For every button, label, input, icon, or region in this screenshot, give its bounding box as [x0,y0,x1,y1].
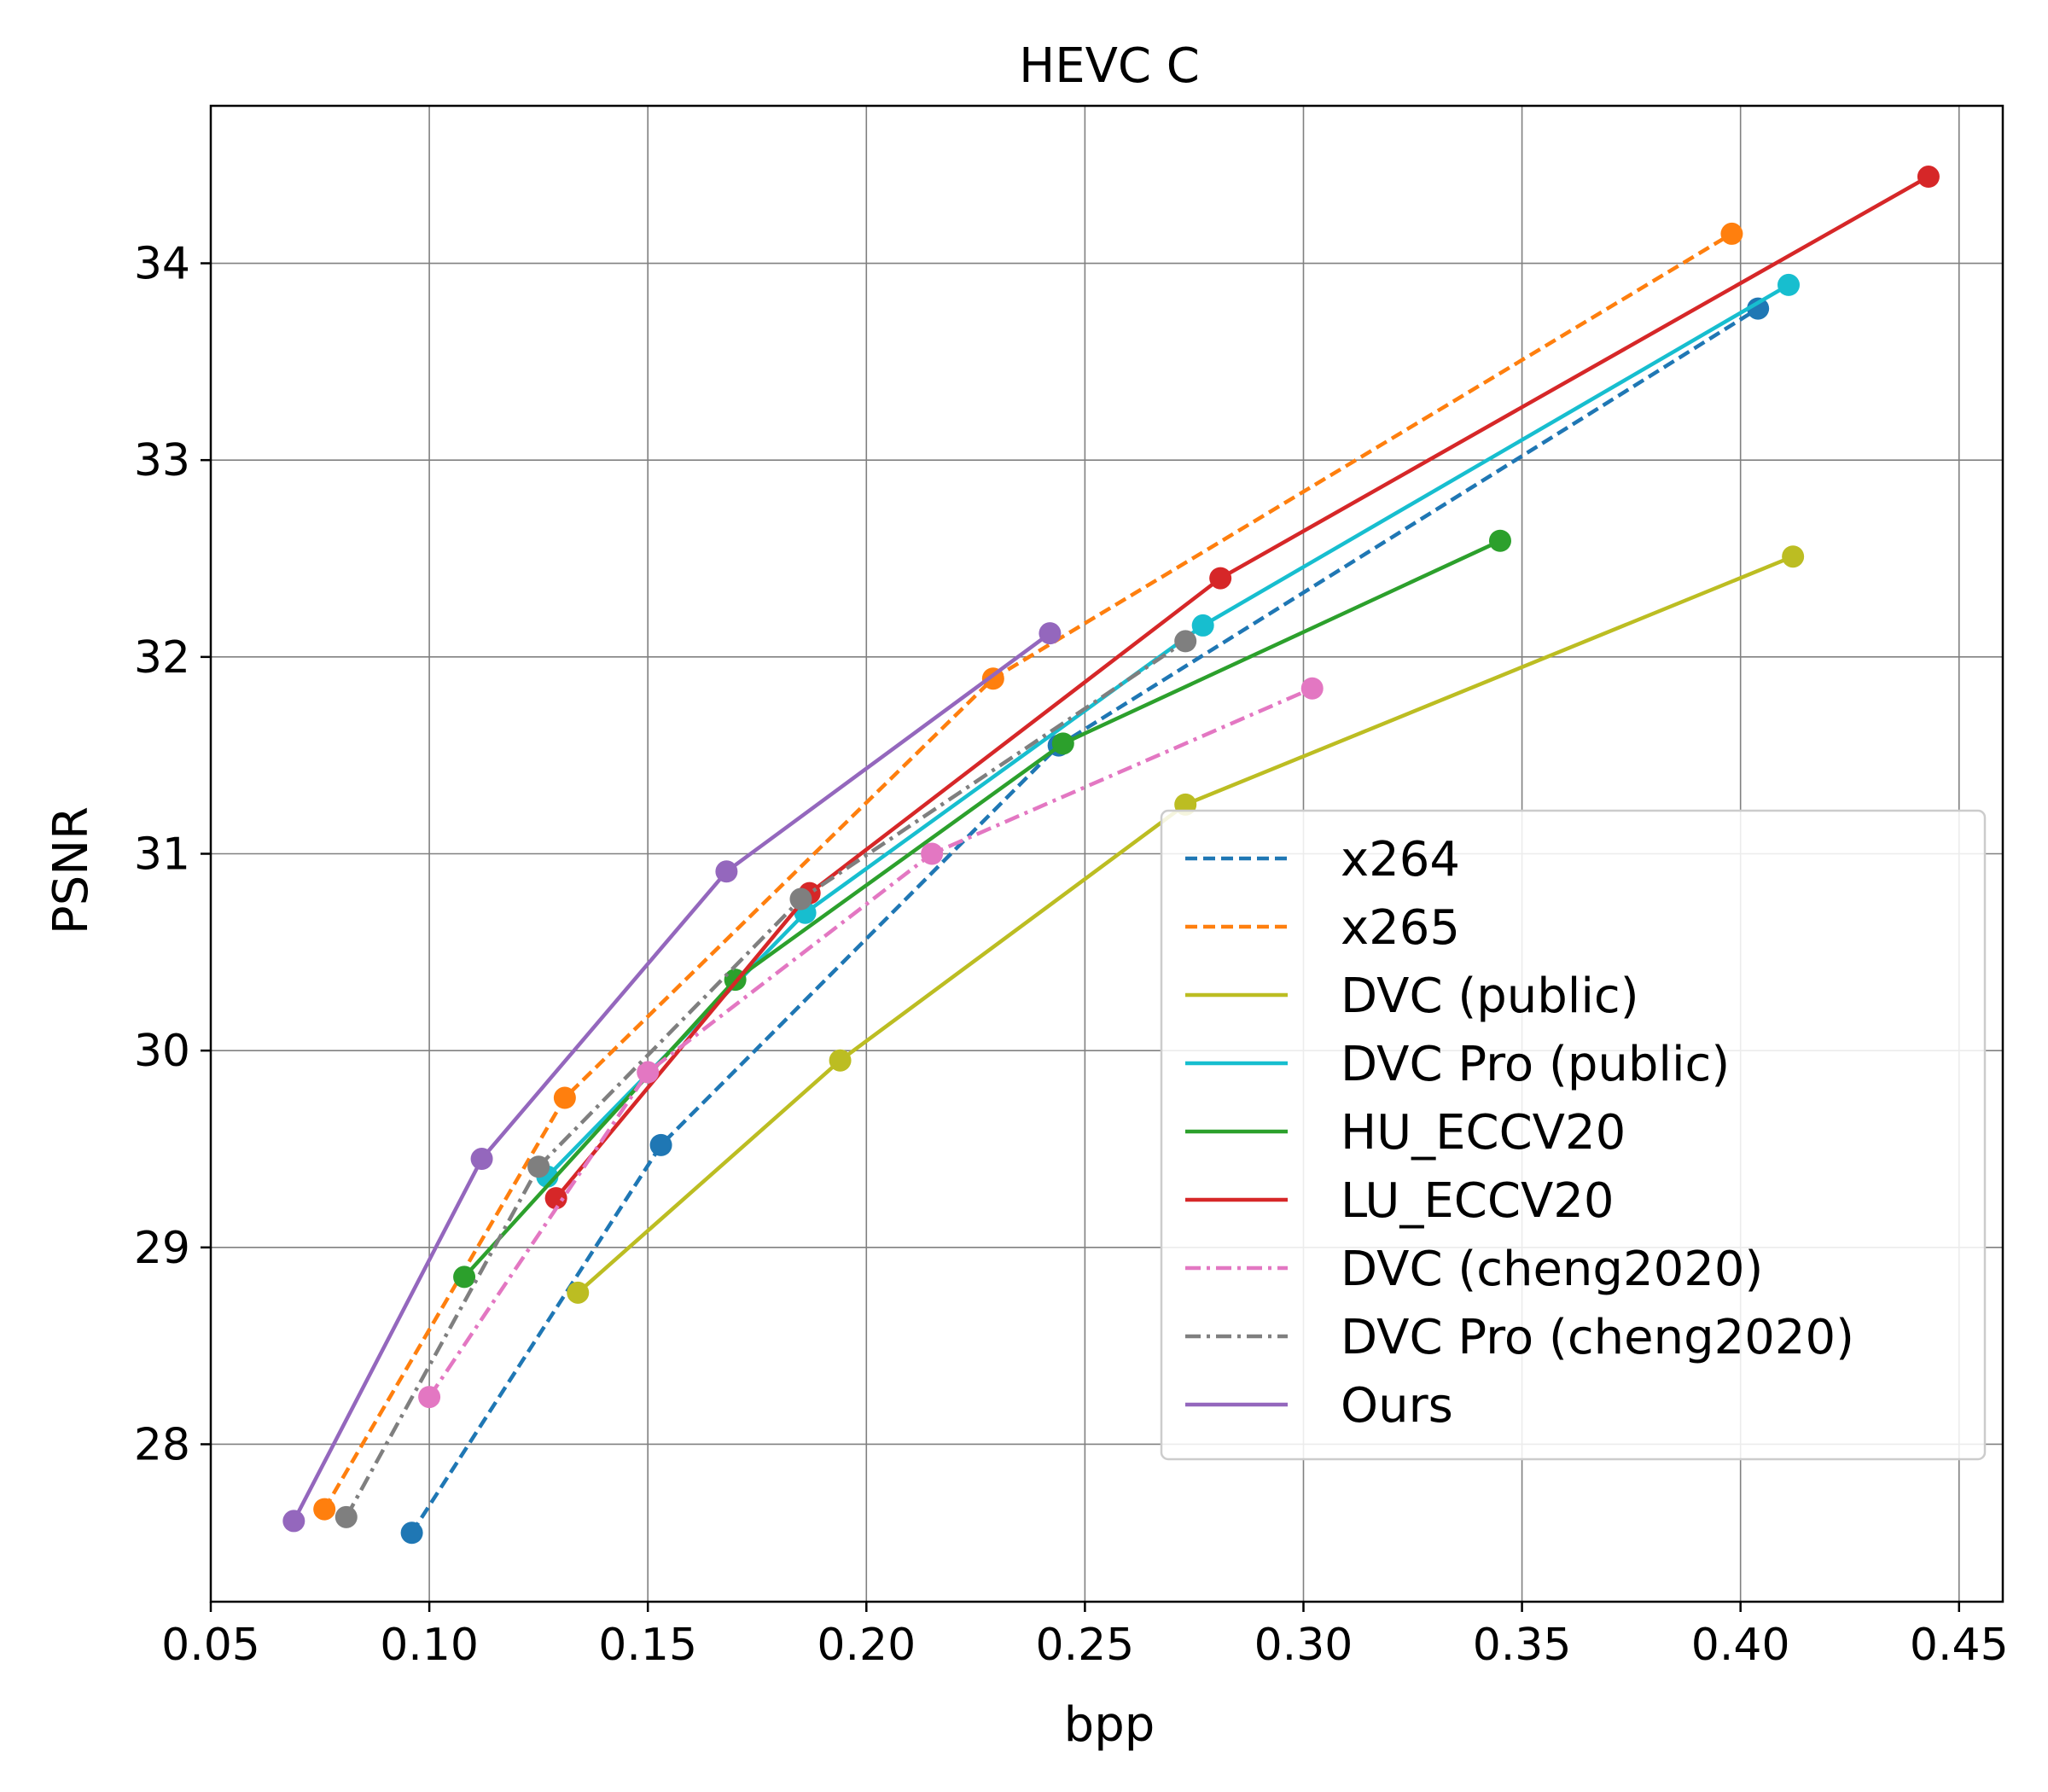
series-dvc-public [567,545,1805,1304]
y-tick-label: 31 [134,829,190,881]
y-tick-label: 32 [134,632,190,684]
legend-box [1160,809,1987,1461]
data-point-dvc-pro-cheng2020 [527,1155,550,1178]
x-tick-label: 0.25 [1035,1620,1134,1671]
data-point-lu-eccv20 [1917,166,1940,189]
data-point-x264 [1747,297,1770,320]
legend-label-lu-eccv20: LU_ECCV20 [1341,1173,1615,1229]
x-axis-label: bpp [1064,1697,1155,1753]
data-point-ours [1039,622,1062,645]
series-line-dvc-pro-cheng2020 [344,639,1187,1518]
data-point-hu-eccv20 [1051,732,1074,755]
data-point-x264 [649,1133,672,1156]
series-line-hu-eccv20 [463,538,1501,1278]
data-point-x265 [1720,222,1743,245]
x-tick-label: 0.40 [1691,1620,1790,1671]
legend-label-dvc-public: DVC (public) [1341,969,1639,1024]
data-point-dvc-cheng2020 [637,1061,660,1084]
series-line-dvc-cheng2020 [428,686,1313,1399]
legend-label-dvc-pro-cheng2020: DVC Pro (cheng2020) [1341,1310,1854,1365]
data-point-ours [282,1510,305,1533]
y-tick-label: 30 [134,1026,190,1077]
data-point-dvc-pro-public [1191,614,1214,637]
data-point-dvc-pro-public [1777,273,1801,296]
series-layer [282,166,1940,1545]
y-tick-label: 28 [134,1419,190,1470]
data-point-dvc-cheng2020 [1300,677,1324,700]
ticks: 0.05 0.10 0.15 0.20 0.25 0.30 0.35 0.40 0.45 28 29… [134,239,2009,1671]
legend-label-dvc-pro-public: DVC Pro (public) [1341,1037,1730,1092]
series-x265 [313,222,1743,1521]
data-point-hu-eccv20 [453,1265,476,1289]
legend-label-hu-eccv20: HU_ECCV20 [1341,1105,1626,1161]
series-line-dvc-public [576,555,1794,1295]
chart-title: HEVC C [1019,38,1200,94]
data-point-dvc-pro-cheng2020 [789,887,812,911]
data-point-hu-eccv20 [1488,529,1511,552]
x-tick-label: 0.35 [1473,1620,1572,1671]
data-point-ours [715,860,738,883]
data-point-x265 [313,1498,336,1521]
data-point-dvc-public [1782,545,1805,568]
series-dvc-pro-cheng2020 [335,630,1197,1528]
data-point-dvc-pro-cheng2020 [335,1505,358,1528]
y-tick-label: 29 [134,1223,190,1274]
legend-label-x265: x265 [1341,900,1460,956]
x-tick-label: 0.15 [598,1620,697,1671]
legend-label-x264: x264 [1341,832,1460,887]
series-line-x265 [323,231,1733,1510]
legend-label-dvc-cheng2020: DVC (cheng2020) [1341,1242,1763,1297]
y-tick-label: 33 [134,435,190,486]
data-point-x265 [553,1086,576,1109]
series-line-x264 [410,306,1760,1534]
data-point-x264 [400,1521,423,1545]
data-point-dvc-cheng2020 [921,842,944,865]
x-tick-label: 0.20 [817,1620,916,1671]
x-tick-label: 0.05 [161,1620,260,1671]
data-point-dvc-pro-cheng2020 [1174,630,1197,653]
x-tick-label: 0.30 [1254,1620,1353,1671]
data-point-lu-eccv20 [1209,567,1232,590]
x-tick-label: 0.10 [380,1620,479,1671]
series-dvc-cheng2020 [418,677,1324,1409]
y-tick-label: 34 [134,239,190,290]
data-point-dvc-public [829,1049,852,1072]
x-tick-label: 0.45 [1910,1620,2009,1671]
legend: x264 x265 DVC (public) DVC Pro (public) HU_E… [1160,809,1987,1461]
series-line-ours [292,631,1051,1522]
data-point-ours [470,1148,493,1171]
data-point-lu-eccv20 [544,1187,567,1210]
y-axis-label: PSNR [44,806,99,934]
data-point-dvc-cheng2020 [418,1386,441,1409]
data-point-dvc-public [567,1281,590,1304]
series-ours [282,622,1062,1533]
legend-label-ours: Ours [1341,1378,1453,1434]
